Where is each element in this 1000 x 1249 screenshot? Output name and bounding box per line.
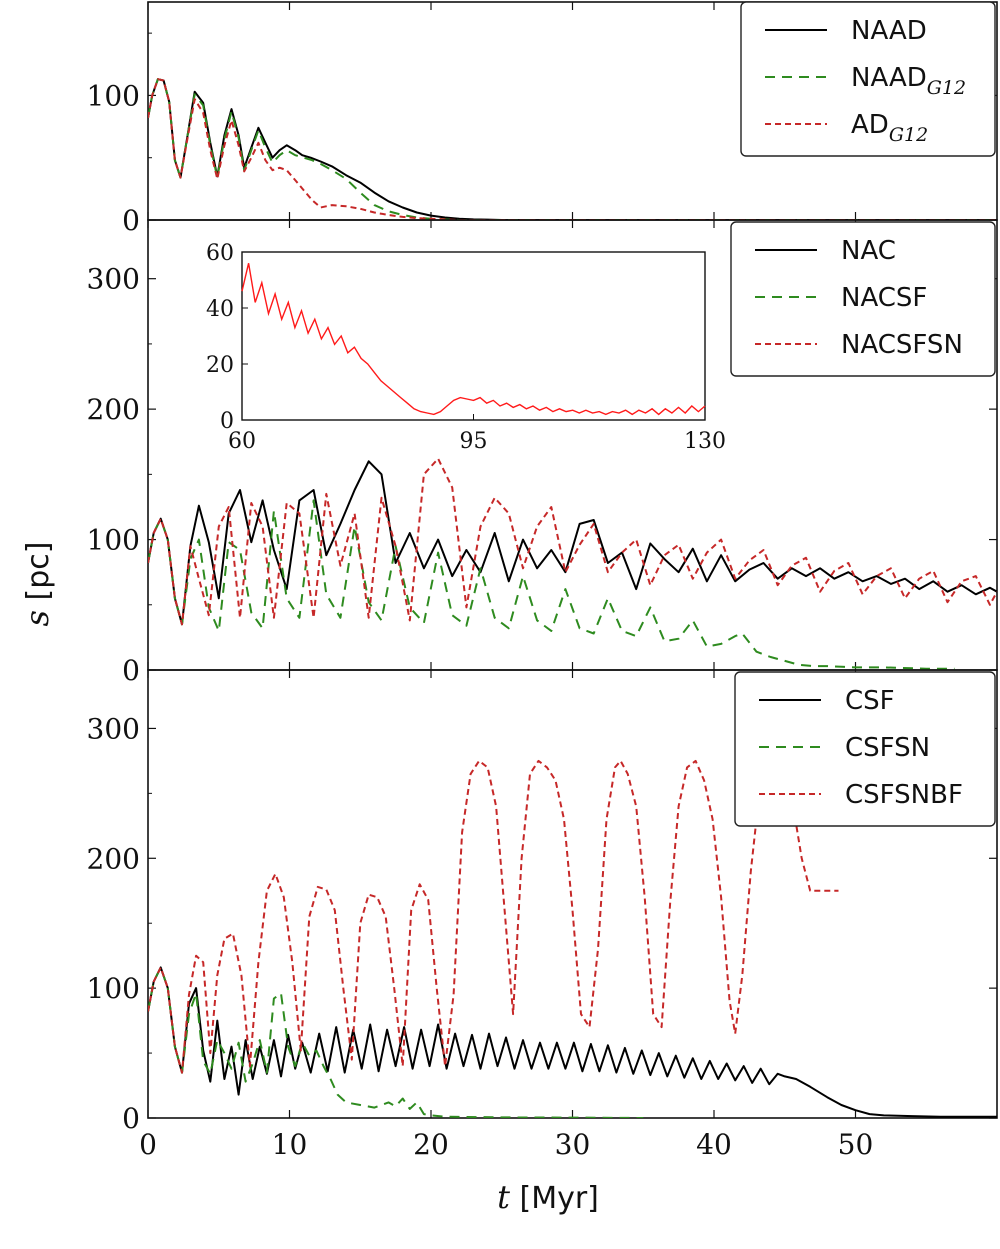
legend-label: NACSF xyxy=(841,283,927,313)
series-line-nacsfsn xyxy=(148,457,997,626)
x-tick-label: 30 xyxy=(555,1128,591,1161)
y-axis-label: s [pc] xyxy=(18,542,56,627)
axis-unit: [pc] xyxy=(21,542,56,610)
legend-middle: NAC NACSF NACSFSN xyxy=(730,221,996,377)
x-axis-label: t [Myr] xyxy=(497,1178,599,1216)
legend-label-subscript: G12 xyxy=(889,124,928,146)
y-tick-label: 300 xyxy=(87,712,140,745)
inset-x-tick-label: 95 xyxy=(460,429,488,454)
y-axis-label-text: s [pc] xyxy=(18,542,56,627)
legend-label-subscript: G12 xyxy=(927,77,966,99)
inset-x-tick-label: 130 xyxy=(684,429,726,454)
y-tick-label: 0 xyxy=(122,654,140,687)
legend-box xyxy=(740,1,996,157)
inset-frame xyxy=(241,251,706,421)
inset-y-tick-label: 60 xyxy=(206,241,234,266)
legend-bottom: CSF CSFSN CSFSNBF xyxy=(734,671,996,827)
axis-unit: [Myr] xyxy=(510,1181,599,1216)
y-tick-label: 300 xyxy=(87,263,140,296)
axis-variable: s xyxy=(18,610,56,626)
chart-panels: 0100NAADNAADG12ADG120100200300NACNACSFNA… xyxy=(87,1,998,1161)
legend-label: CSFSNBF xyxy=(845,780,963,810)
legend-label: CSFSN xyxy=(845,733,930,763)
x-tick-label: 0 xyxy=(139,1128,157,1161)
series-line-nacsf xyxy=(148,499,955,670)
series-line-csf xyxy=(148,966,997,1118)
series-line-nac xyxy=(148,460,997,626)
legend-label: NAC xyxy=(841,236,896,266)
series-line-csfsn xyxy=(148,966,644,1118)
legend-box xyxy=(734,671,996,827)
inset-y-tick-label: 0 xyxy=(220,409,234,434)
series-group xyxy=(148,753,997,1118)
inset-chart: 0 20 40 60 60 95 130 xyxy=(206,241,726,454)
inset-y-tick-label: 20 xyxy=(206,353,234,378)
y-tick-label: 200 xyxy=(87,393,140,426)
legend-label: NAAD xyxy=(851,16,927,46)
x-tick-label: 10 xyxy=(272,1128,308,1161)
x-tick-label: 50 xyxy=(838,1128,874,1161)
y-tick-label: 100 xyxy=(87,972,140,1005)
inset-series-line xyxy=(241,263,706,416)
y-tick-label: 200 xyxy=(87,842,140,875)
x-tick-label: 20 xyxy=(413,1128,449,1161)
legend-box xyxy=(730,221,996,377)
panel-bottom: 0 100 200 300 0 10 20 30 40 50 CSF CSFSN CSFSNBF xyxy=(87,669,998,1161)
axis-variable: t xyxy=(497,1178,510,1216)
inset-y-tick-label: 40 xyxy=(206,297,234,322)
series-group xyxy=(148,78,997,220)
legend-label: CSF xyxy=(845,686,895,716)
y-tick-label: 100 xyxy=(87,79,140,112)
series-line-ad-g12 xyxy=(148,78,997,220)
x-tick-label: 40 xyxy=(696,1128,732,1161)
panel-middle: 0 100 200 300 NAC NACSF NACSFSN 0 20 40 60 60 95 130 xyxy=(87,219,998,687)
series-line-naad xyxy=(148,78,997,220)
legend-label: NACSFSN xyxy=(841,330,963,360)
y-tick-label: 0 xyxy=(122,204,140,237)
series-group xyxy=(148,457,997,670)
y-tick-label: 100 xyxy=(87,524,140,557)
inset-x-tick-label: 60 xyxy=(228,429,256,454)
y-tick-label: 0 xyxy=(122,1102,140,1135)
